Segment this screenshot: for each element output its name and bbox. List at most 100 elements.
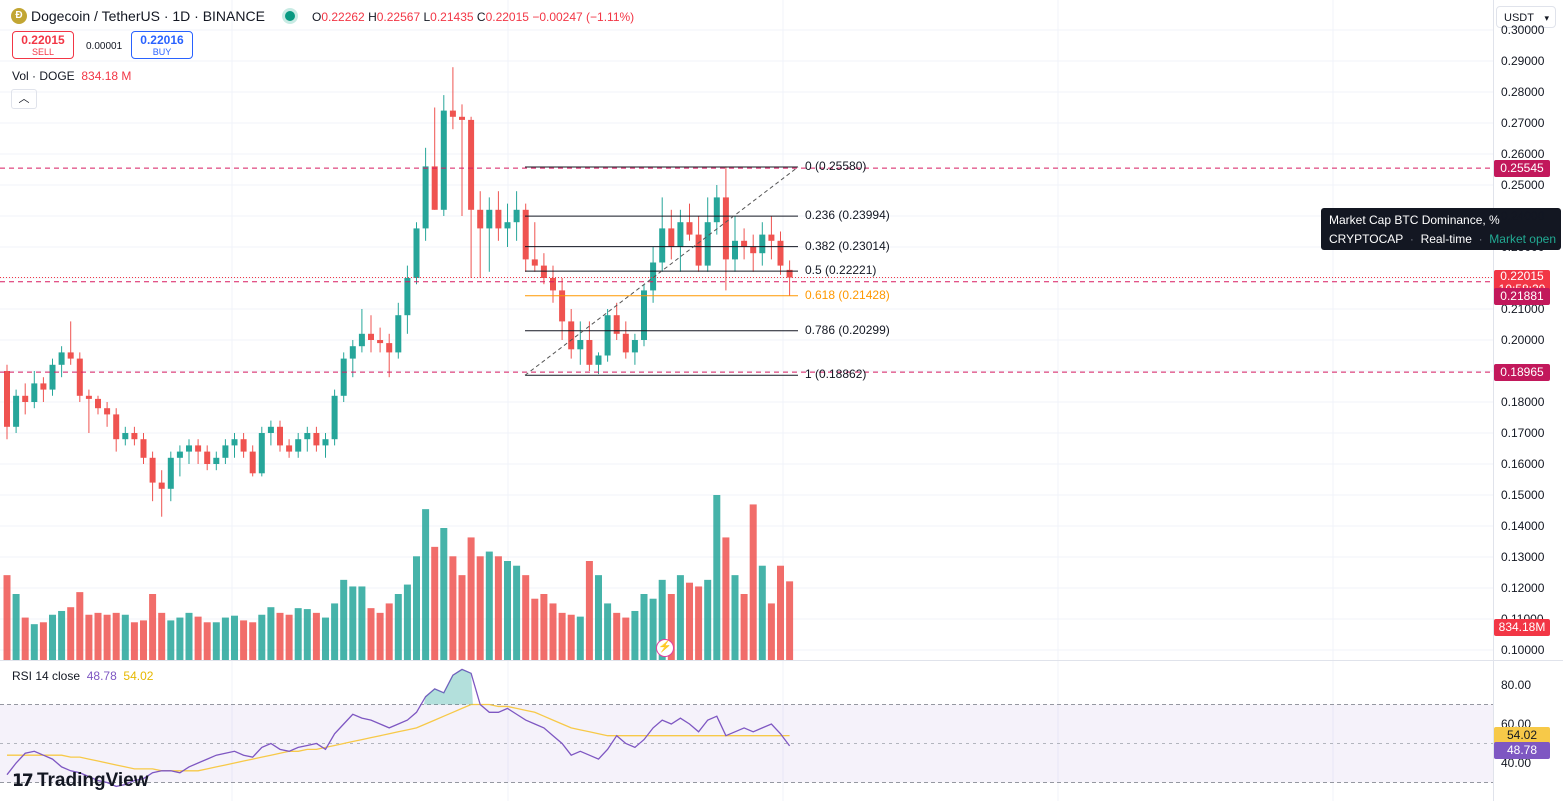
candle-body [449,110,456,117]
currency-select[interactable]: USDT ▾ [1496,6,1556,28]
candle-body [149,457,156,483]
price-axis-label: 0.29000 [1501,54,1545,68]
candle-body [522,209,529,260]
fib-level-label: 0.786 (0.20299) [805,322,890,337]
collapse-legend-button[interactable]: ︿ [11,89,37,109]
volume-bar [49,614,56,660]
volume-bar [367,608,375,660]
rsi-legend[interactable]: RSI 14 close 48.78 54.02 [12,669,154,683]
candle-body [4,371,10,427]
candle-body [195,445,202,452]
buy-button[interactable]: 0.22016 BUY [131,31,193,59]
candle-body [358,333,365,347]
lightning-icon[interactable]: ⚡ [656,639,674,657]
volume-bar [585,561,593,660]
tradingview-logo[interactable]: 𝟭𝟳 TradingView [12,770,149,791]
volume-bar [676,575,684,660]
price-tag-value: 0.18965 [1500,365,1544,380]
candle-body [104,408,111,415]
volume-bar [640,594,648,660]
price-axis-label: 0.13000 [1501,550,1545,564]
symbol-icon: Ð [11,8,27,24]
sell-button[interactable]: 0.22015 SELL [12,31,74,59]
candle-body [22,395,29,402]
candle-body [313,433,320,446]
tooltip-details: CRYPTOCAP · Real-time · Market open [1329,232,1556,246]
candle-body [595,355,602,365]
symbol-title[interactable]: Dogecoin / TetherUS · 1D · BINANCE [31,8,265,24]
price-tag-value: 0.21881 [1500,288,1544,303]
candle-body [131,433,138,440]
candle-body [349,346,356,359]
fib-level-label: 0 (0.25580) [805,159,867,174]
volume-bar [103,614,111,660]
rsi-axis-label: 80.00 [1501,678,1532,692]
candle-body [659,228,666,263]
candle-body [686,222,693,235]
candle-body [604,315,611,356]
candle-body [704,222,711,266]
candle-body [386,343,393,353]
price-axis-label: 0.18000 [1501,395,1545,409]
volume-bar [567,614,575,660]
price-axis-label: 0.14000 [1501,519,1545,533]
volume-bar [686,582,693,660]
volume-bar [731,575,739,660]
volume-bar [258,614,266,660]
candle-body [304,433,311,440]
volume-bar [513,565,521,660]
volume-bar [376,612,384,660]
candle-body [668,228,675,247]
price-tag-value: 834.18M [1498,620,1546,634]
price-axis-label: 0.10000 [1501,643,1545,657]
grid [0,0,1493,801]
candle-body [695,234,702,266]
volume-bar [413,556,420,660]
candle-body [550,278,556,291]
candle-body [95,398,101,409]
volume-bar [422,509,430,660]
candle-body [13,395,20,427]
candle-body [404,278,411,316]
volume-bar [431,546,439,660]
volume-bar [476,556,484,660]
candle-body [531,259,538,266]
volume-bar [276,612,284,660]
volume-series [3,495,794,660]
candle-body [222,445,229,458]
candle-body [631,340,638,353]
volume-legend[interactable]: Vol · DOGE 834.18 M [12,69,132,83]
volume-bar [67,607,75,660]
volume-bar [358,586,366,660]
candle-body [759,234,766,254]
candle-body [176,451,183,458]
volume-bar [403,584,411,660]
candle-body [768,234,775,241]
candle-body [650,262,657,291]
volume-bar [394,594,402,660]
candle-series [4,67,793,517]
candle-body [413,228,420,278]
candle-body [322,439,329,446]
rsi-overbought-fill [423,669,473,705]
candle-body [76,358,83,396]
candle-body [568,321,575,350]
volume-bar [12,594,20,660]
candle-body [204,451,211,464]
candle-body [741,240,748,247]
price-axis-label: 0.26000 [1501,147,1545,161]
price-axis-label: 0.21000 [1501,302,1545,316]
volume-bar [312,612,320,660]
candle-body [113,414,120,440]
candle-body [477,209,484,229]
volume-bar [767,603,775,660]
price-tag: 0.18965 [1494,364,1550,382]
volume-bar [595,575,602,660]
candle-body [422,166,429,229]
volume-bar [303,609,311,660]
candle-body [641,290,647,340]
fib-trend-line [524,166,799,376]
volume-bar [212,622,220,660]
candle-body [258,433,265,474]
